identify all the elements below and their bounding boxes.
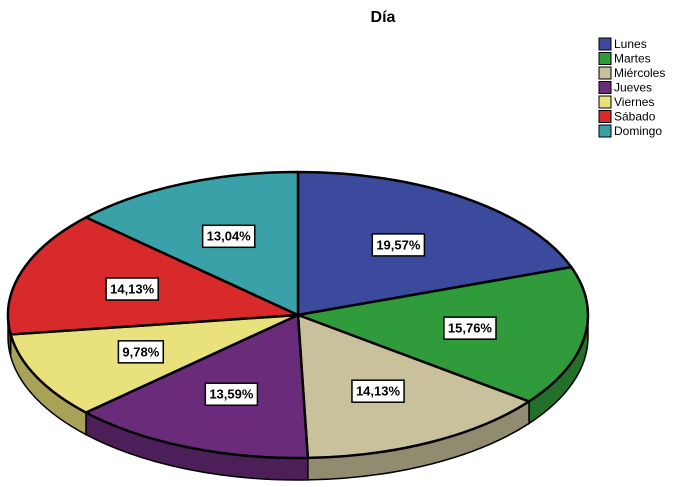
chart-title: Día: [371, 9, 396, 26]
legend-label: Martes: [614, 52, 651, 66]
slice: [296, 170, 573, 317]
legend-swatch: [598, 81, 612, 94]
data-label-box: [117, 340, 165, 364]
data-label-box: [204, 382, 259, 407]
data-label: 13,59%: [209, 387, 254, 402]
legend-label: Jueves: [614, 81, 652, 95]
data-label: 14,13%: [356, 384, 401, 399]
data-label-box: [371, 233, 426, 257]
data-label-box: [105, 277, 159, 301]
data-label: 13,04%: [207, 229, 252, 244]
data-label-box: [443, 316, 497, 340]
legend-swatch: [598, 110, 612, 123]
legend-label: Viernes: [614, 95, 654, 109]
slice: [84, 313, 310, 460]
legend-swatch: [598, 37, 612, 51]
slice: [296, 265, 590, 403]
slice: [6, 216, 300, 336]
data-label: 15,76%: [448, 321, 493, 336]
slice: [9, 313, 300, 414]
legend-swatch: [598, 52, 612, 65]
data-label: 9,78%: [122, 344, 159, 359]
legend-swatch: [598, 66, 612, 80]
slice: [296, 313, 531, 460]
legend-label: Miércoles: [614, 66, 665, 80]
legend-swatch: [598, 95, 612, 109]
data-label-box: [351, 379, 405, 403]
slice: [84, 170, 300, 317]
data-label: 14,13%: [110, 281, 155, 296]
data-label: 19,57%: [376, 237, 421, 252]
legend-label: Domingo: [614, 124, 662, 138]
legend-label: Sábado: [614, 110, 656, 124]
legend-label: Lunes: [614, 37, 647, 51]
legend-swatch: [598, 124, 612, 138]
data-label-box: [201, 224, 256, 249]
